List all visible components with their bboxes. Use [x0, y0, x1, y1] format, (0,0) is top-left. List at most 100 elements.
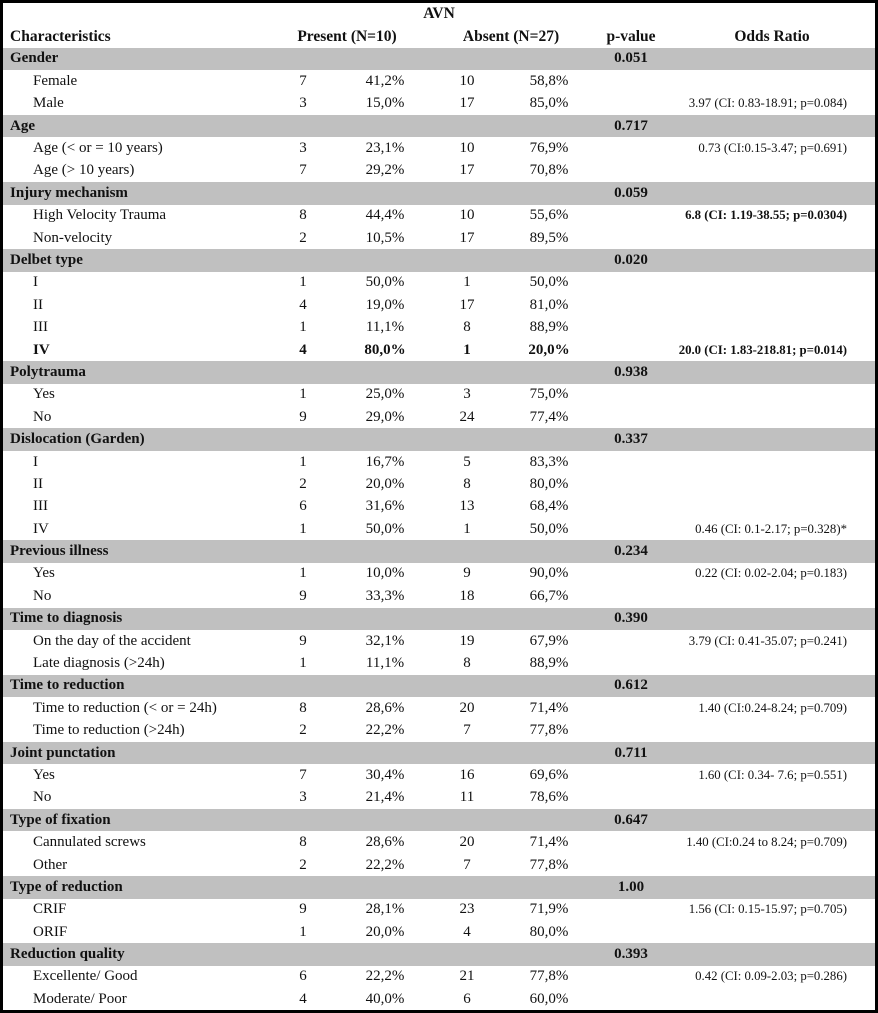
absent-percent: 77,8%: [529, 856, 569, 873]
absent-count: 3: [463, 386, 471, 403]
present-count: 8: [299, 699, 307, 716]
absent-count: 17: [459, 296, 475, 313]
absent-percent: 78,6%: [529, 789, 569, 806]
absent-count: 18: [459, 587, 475, 604]
row-p-value-empty: [593, 384, 669, 406]
data-row: On the day of the accident 9 32,1% 19 67,9% 3…: [3, 630, 875, 652]
section-name: Gender: [3, 47, 593, 71]
present-count: 9: [299, 587, 307, 604]
odds-ratio: [669, 272, 875, 294]
row-label: Female: [33, 72, 78, 89]
odds-ratio: [669, 921, 875, 943]
odds-ratio: 1.40 (CI:0.24 to 8.24; p=0.709): [686, 835, 847, 850]
present-percent: 28,6%: [365, 834, 405, 851]
section-p-value: 0.717: [593, 114, 669, 138]
odds-ratio: [669, 473, 875, 495]
row-label: III: [33, 498, 48, 515]
section-odds-ratio-empty: [669, 809, 875, 832]
section-p-value: 0.234: [593, 540, 669, 563]
row-p-value-empty: [593, 227, 669, 249]
present-count: 3: [299, 95, 307, 112]
row-label: II: [33, 296, 43, 313]
absent-percent: 88,9%: [529, 655, 569, 672]
present-percent: 25,0%: [365, 386, 405, 403]
present-percent: 21,4%: [365, 789, 405, 806]
present-percent: 32,1%: [365, 632, 405, 649]
odds-ratio: [669, 316, 875, 338]
section-band-row: Age 0.717: [3, 114, 875, 138]
present-percent: 10,0%: [365, 565, 405, 582]
absent-percent: 83,3%: [529, 453, 569, 470]
present-count: 3: [299, 789, 307, 806]
odds-ratio: [669, 451, 875, 473]
present-percent: 30,4%: [365, 766, 405, 783]
odds-ratio: [669, 160, 875, 182]
data-row: No 9 29,0% 24 77,4%: [3, 406, 875, 428]
odds-ratio: [669, 585, 875, 607]
present-count: 1: [299, 386, 307, 403]
section-name: Dislocation (Garden): [3, 428, 593, 451]
absent-count: 11: [459, 789, 475, 806]
absent-percent: 77,8%: [529, 722, 569, 739]
absent-percent: 71,4%: [529, 834, 569, 851]
section-name: Type of reduction: [3, 876, 593, 899]
odds-ratio: [669, 384, 875, 406]
absent-count: 7: [463, 856, 471, 873]
absent-count: 17: [459, 95, 475, 112]
data-row: Yes 7 30,4% 16 69,6% 1.60 (CI: 0.34- 7.6; p=0…: [3, 764, 875, 786]
row-p-value-empty: [593, 406, 669, 428]
present-count: 2: [299, 856, 307, 873]
present-percent: 41,2%: [365, 72, 405, 89]
odds-ratio: 3.97 (CI: 0.83-18.91; p=0.084): [688, 96, 847, 111]
data-row: CRIF 9 28,1% 23 71,9% 1.56 (CI: 0.15-15.97; p…: [3, 899, 875, 921]
present-count: 3: [299, 140, 307, 157]
section-name: Type of fixation: [3, 809, 593, 832]
odds-ratio: [669, 988, 875, 1010]
row-label: Age (< or = 10 years): [33, 140, 163, 157]
row-label: III: [33, 319, 48, 336]
section-p-value: 0.612: [593, 674, 669, 698]
absent-count: 20: [459, 834, 475, 851]
row-p-value-empty: [593, 563, 669, 585]
absent-count: 23: [459, 901, 475, 918]
absent-count: 9: [463, 565, 471, 582]
present-percent: 23,1%: [365, 140, 405, 157]
absent-count: 19: [459, 632, 475, 649]
row-label: IV: [33, 520, 49, 537]
section-p-value: 1.00: [593, 876, 669, 899]
present-count: 1: [299, 565, 307, 582]
present-percent: 31,6%: [365, 498, 405, 515]
absent-percent: 88,9%: [529, 319, 569, 336]
absent-percent: 77,8%: [529, 968, 569, 985]
absent-count: 17: [459, 162, 475, 179]
absent-count: 5: [463, 453, 471, 470]
row-p-value-empty: [593, 697, 669, 719]
absent-percent: 68,4%: [529, 498, 569, 515]
section-odds-ratio-empty: [669, 607, 875, 630]
data-row: Moderate/ Poor 4 40,0% 6 60,0%: [3, 988, 875, 1010]
row-label: Non-velocity: [33, 229, 113, 246]
absent-count: 13: [459, 498, 475, 515]
present-percent: 22,2%: [365, 968, 405, 985]
absent-percent: 67,9%: [529, 632, 569, 649]
absent-percent: 85,0%: [529, 95, 569, 112]
absent-count: 8: [463, 319, 471, 336]
absent-count: 1: [463, 274, 471, 291]
present-count: 8: [299, 207, 307, 224]
data-row: I 1 50,0% 1 50,0%: [3, 272, 875, 294]
absent-count: 10: [459, 207, 475, 224]
present-percent: 80,0%: [364, 341, 406, 358]
data-row: Excellente/ Good 6 22,2% 21 77,8% 0.42 (CI: 0…: [3, 966, 875, 988]
section-p-value: 0.647: [593, 809, 669, 832]
row-p-value-empty: [593, 585, 669, 607]
row-p-value-empty: [593, 70, 669, 92]
absent-count: 10: [459, 140, 475, 157]
present-percent: 10,5%: [365, 229, 405, 246]
absent-percent: 66,7%: [529, 587, 569, 604]
absent-percent: 71,9%: [529, 901, 569, 918]
present-count: 2: [299, 475, 307, 492]
data-row: Other 2 22,2% 7 77,8%: [3, 854, 875, 876]
row-label: CRIF: [33, 901, 67, 918]
absent-count: 20: [459, 699, 475, 716]
